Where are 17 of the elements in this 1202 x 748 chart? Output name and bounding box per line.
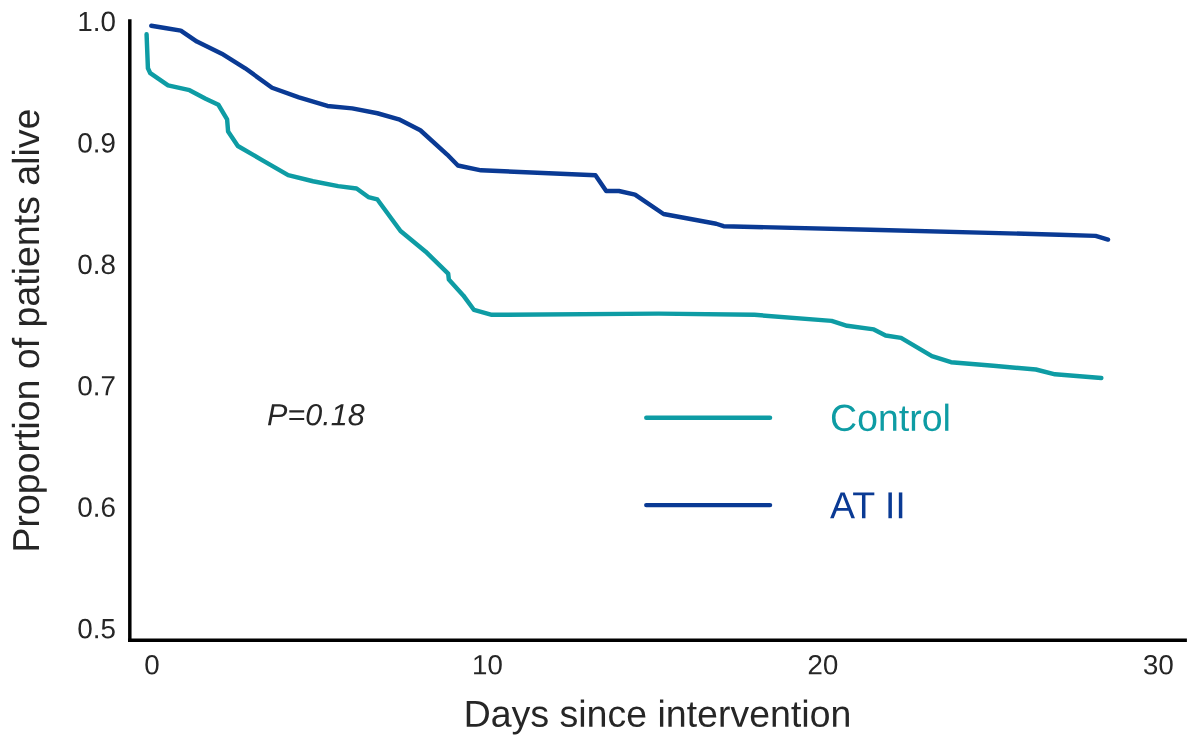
line-series bbox=[149, 23, 1111, 242]
x-tick-label: 20 bbox=[808, 654, 838, 675]
y-tick-label: 0.7 bbox=[78, 375, 115, 396]
legend-label: AT II bbox=[830, 492, 903, 519]
x-tick-label: 10 bbox=[474, 654, 502, 675]
y-tick-label: 0.6 bbox=[78, 497, 115, 518]
y-tick-label: 0.5 bbox=[78, 618, 115, 639]
y-tick-label: 0.9 bbox=[78, 133, 115, 153]
line-series bbox=[144, 32, 1104, 381]
y-tick-label: 0.8 bbox=[78, 254, 115, 275]
x-tick-label: 0 bbox=[145, 654, 159, 675]
x-tick-label: 30 bbox=[1143, 654, 1173, 675]
legend-label: Control bbox=[831, 403, 949, 432]
y-axis-title: Proportion of patients alive bbox=[11, 110, 47, 550]
y-tick-label: 1.0 bbox=[79, 11, 115, 32]
annotation: P=0.18 bbox=[267, 403, 365, 426]
x-axis-title: Days since intervention bbox=[466, 699, 849, 735]
